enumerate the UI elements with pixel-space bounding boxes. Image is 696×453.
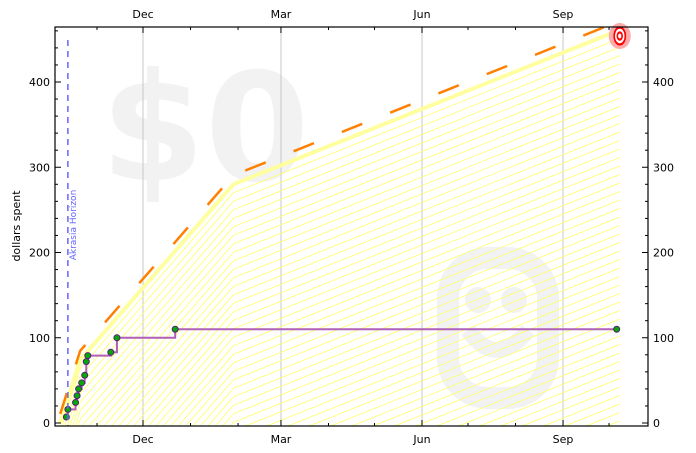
hatch-line <box>133 157 620 426</box>
hatch-line <box>222 259 620 426</box>
road-edge <box>58 28 621 424</box>
x-tick-label-top: Mar <box>271 8 292 21</box>
hatch-line <box>118 140 620 426</box>
hatch-line <box>500 378 620 426</box>
hatch-line <box>351 318 620 426</box>
y-tick-label-left: 400 <box>29 76 50 89</box>
datapoints <box>62 325 621 421</box>
hatch-line <box>479 369 620 426</box>
hatch-line <box>200 233 620 426</box>
hatch-line <box>394 335 620 426</box>
y-tick-label-left: 100 <box>29 332 50 345</box>
datapoint <box>113 334 121 342</box>
datapoint <box>84 352 92 360</box>
bullseye-ring <box>618 33 622 39</box>
datapoint <box>82 358 90 366</box>
hatch-line <box>81 97 620 426</box>
datapoint <box>81 371 89 379</box>
watermark-amount: $0 <box>101 42 310 216</box>
hatch-line <box>245 276 620 426</box>
x-tick-label-bottom: Sep <box>553 433 574 446</box>
y-tick-label-right: 0 <box>653 417 660 430</box>
hatch-line <box>177 208 620 426</box>
hatch-line <box>103 123 620 426</box>
hatch-line <box>266 284 620 426</box>
hatch-line <box>77 89 620 426</box>
hatch-line <box>207 242 620 426</box>
hatch-line <box>125 148 620 426</box>
hatch-line <box>543 395 620 426</box>
hatch-line <box>88 106 620 426</box>
y-axis-label: dollars spent <box>10 190 23 262</box>
x-tick-label-bottom: Jun <box>412 433 430 446</box>
x-tick-label-top: Sep <box>553 8 574 21</box>
hatch-line <box>458 361 620 426</box>
hatch-line <box>72 72 620 426</box>
datapoint <box>613 325 621 333</box>
hatch-line <box>564 403 620 426</box>
hatch-line <box>111 131 620 426</box>
hatch-line <box>96 114 620 426</box>
y-tick-label-right: 100 <box>653 332 674 345</box>
x-tick-label-top: Jun <box>412 8 430 21</box>
grid <box>142 27 564 426</box>
hatch-line <box>140 165 620 426</box>
axes: Dec Dec Mar Mar Jun Jun Sep Sep 0 0 100 100 200 200 30… <box>29 8 674 446</box>
hatch-line <box>185 216 620 426</box>
akrasia-horizon: Akrasia Horizon <box>67 40 79 426</box>
hatch-line <box>287 293 620 426</box>
y-tick-label-right: 400 <box>653 76 674 89</box>
hatch-line <box>309 301 620 426</box>
hatch-line <box>75 80 620 426</box>
datapoint <box>73 392 81 400</box>
hatch-line <box>229 267 620 426</box>
x-tick-label-bottom: Mar <box>271 433 292 446</box>
plot-frame <box>54 26 649 427</box>
datapoint <box>171 325 179 333</box>
y-tick-label-left: 200 <box>29 247 50 260</box>
hatch-line <box>155 182 620 426</box>
hatch-line <box>163 191 620 426</box>
hatch-line <box>192 225 620 426</box>
hatch-line <box>585 412 620 426</box>
y-tick-label-left: 0 <box>43 417 50 430</box>
datapoint <box>78 379 86 387</box>
hatch-line <box>215 250 620 426</box>
datapoint <box>75 385 83 393</box>
hatch-line <box>436 352 620 426</box>
datapoint <box>72 399 80 407</box>
y-tick-label-left: 300 <box>29 161 50 174</box>
bullseye-icon <box>608 22 631 49</box>
y-tick-label-right: 200 <box>653 247 674 260</box>
datapoint <box>107 348 115 356</box>
y-tick-label-right: 300 <box>653 161 674 174</box>
road <box>58 27 621 424</box>
x-tick-label-top: Dec <box>132 8 153 21</box>
hatch-line <box>521 386 620 426</box>
akrasia-horizon-label: Akrasia Horizon <box>69 190 79 261</box>
hatch-line <box>372 327 620 426</box>
hatch-line <box>415 344 620 426</box>
x-tick-label-bottom: Dec <box>132 433 153 446</box>
hatch-region <box>61 38 620 426</box>
hatch-line <box>148 174 620 426</box>
